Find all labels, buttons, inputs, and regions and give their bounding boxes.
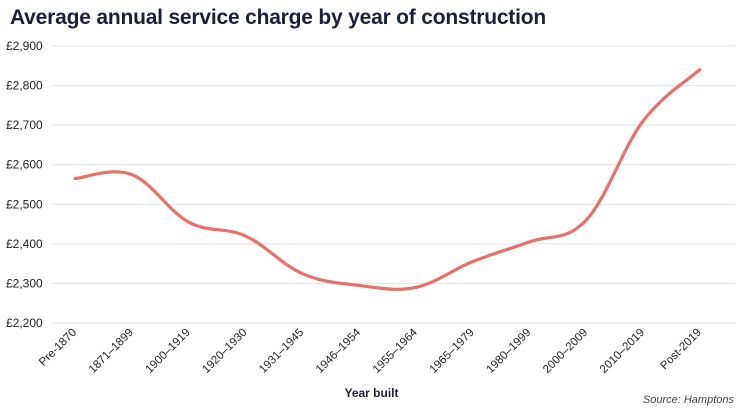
y-tick-label: £2,200 xyxy=(6,316,43,330)
y-tick-label: £2,400 xyxy=(6,237,43,251)
x-tick-label: 1931–1945 xyxy=(257,327,306,376)
x-tick-label: Post-2019 xyxy=(658,327,704,373)
x-tick-label: 1920–1930 xyxy=(200,327,249,376)
x-tick-label: 2010–2019 xyxy=(598,327,647,376)
y-tick-label: £2,300 xyxy=(6,276,43,290)
y-tick-label: £2,500 xyxy=(6,197,43,211)
y-tick-label: £2,800 xyxy=(6,79,43,93)
x-tick-label: 1955–1964 xyxy=(371,326,421,376)
x-tick-label: 1871–1899 xyxy=(87,327,136,376)
source-note: Source: Hamptons xyxy=(642,394,734,406)
x-tick-label: 1965–1979 xyxy=(428,327,477,376)
x-tick-label: 1946–1954 xyxy=(314,326,364,376)
x-tick-label: 1900–1919 xyxy=(144,327,193,376)
x-tick-label: Pre-1870 xyxy=(37,327,79,369)
y-tick-label: £2,900 xyxy=(6,39,43,53)
chart-title: Average annual service charge by year of… xyxy=(10,6,546,29)
y-tick-label: £2,600 xyxy=(6,158,43,172)
series-line xyxy=(73,68,702,291)
x-tick-label: 2000–2009 xyxy=(541,327,590,376)
x-axis-label: Year built xyxy=(344,386,399,400)
x-tick-label: 1980–1999 xyxy=(484,327,533,376)
y-tick-label: £2,700 xyxy=(6,118,43,132)
